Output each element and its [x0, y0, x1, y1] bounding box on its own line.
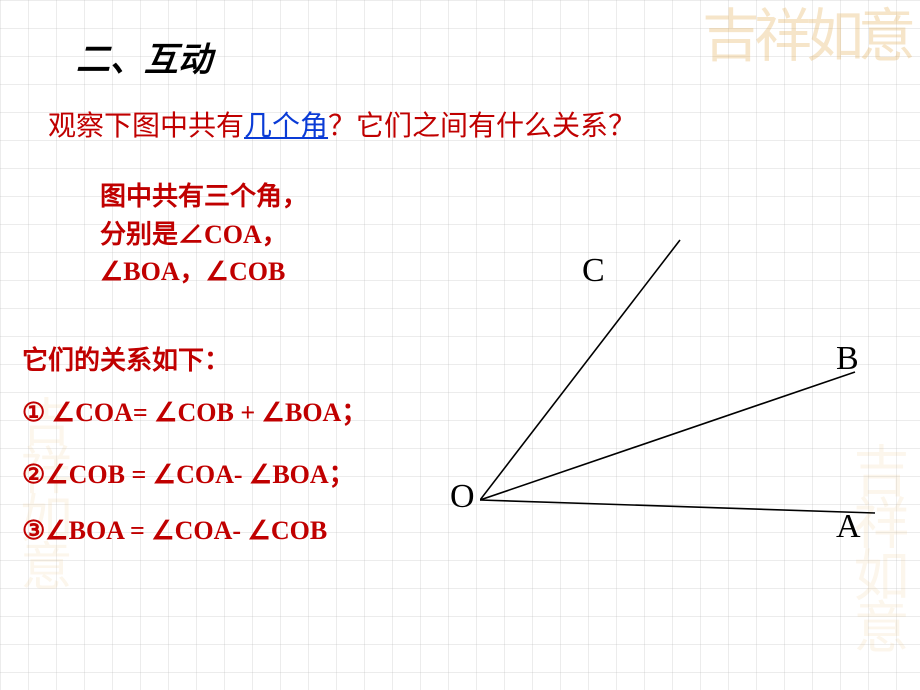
ray-OC [480, 240, 680, 500]
relation-1: ① ∠COA= ∠COB + ∠BOA； [22, 392, 367, 429]
question-line: 观察下图中共有几个角？它们之间有什么关系？ [48, 104, 636, 144]
question-pre: 观察下图中共有 [48, 111, 244, 142]
answer-line-2: 分别是∠COA， [100, 216, 308, 254]
angle-diagram-svg [480, 230, 880, 550]
relation-3: ③∠BOA = ∠COA- ∠COB [22, 516, 327, 546]
section-heading: 二、互动 [76, 32, 212, 81]
point-label-C: C [582, 252, 605, 290]
question-link: 几个角 [244, 111, 328, 142]
answer-block: 图中共有三个角， 分别是∠COA， ∠BOA，∠COB [100, 178, 308, 291]
point-label-A: A [836, 508, 861, 546]
answer-line-1: 图中共有三个角， [100, 178, 308, 216]
angle-diagram: O A B C [480, 230, 880, 550]
point-label-B: B [836, 340, 859, 378]
ray-OA [480, 500, 875, 513]
question-post: ？它们之间有什么关系？ [328, 111, 636, 142]
point-label-O: O [450, 478, 475, 516]
relation-2: ②∠COB = ∠COA- ∠BOA； [22, 454, 355, 491]
ray-OB [480, 372, 855, 500]
answer-line-3: ∠BOA，∠COB [100, 253, 308, 291]
relations-heading: 它们的关系如下： [22, 340, 230, 377]
